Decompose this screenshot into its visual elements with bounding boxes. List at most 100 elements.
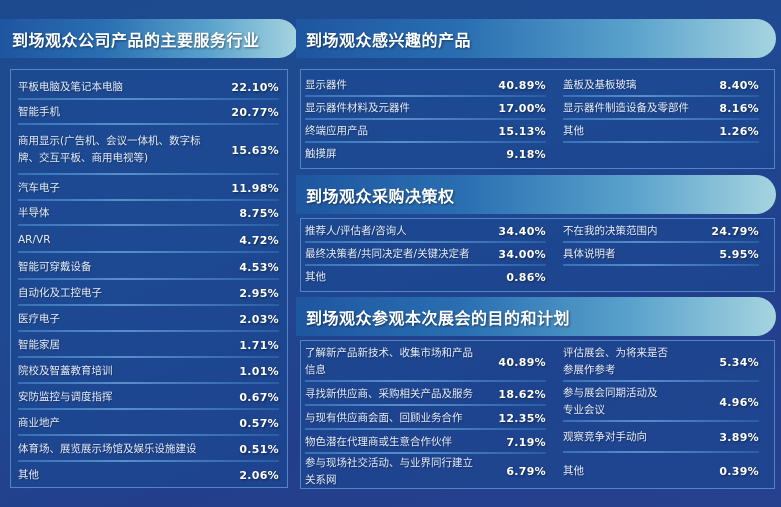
purchase-title-text: 到场观众采购决策权 xyxy=(306,186,455,206)
industry-row: 汽车电子 11.98% xyxy=(18,176,279,201)
industry-row: 院校及智蓋教育培训 1.01% xyxy=(18,358,279,384)
row-value: 2.06% xyxy=(239,468,279,482)
row-label: 触摸屏 xyxy=(305,148,337,160)
purchase-row: 不在我的决策范围内 24.79% xyxy=(563,220,759,243)
purchase-table xyxy=(300,218,775,292)
industry-section-title: 到场观众公司产品的主要服务行业 xyxy=(0,19,298,58)
row-value: 1.01% xyxy=(239,364,279,378)
purpose-row: 与现有供应商会面、回顾业务合作 12.35% xyxy=(305,406,546,430)
industry-row: 自动化及工控电子 2.95% xyxy=(18,280,279,306)
purchase-section-title: 到场观众采购决策权 xyxy=(296,175,776,214)
row-value: 5.95% xyxy=(719,248,759,261)
purpose-row: 其他 0.39% xyxy=(563,453,759,489)
purpose-row: 了解新产品新技术、收集市场和产品信息 40.89% xyxy=(305,342,546,382)
purpose-row: 观察竞争对手动向 3.89% xyxy=(563,422,759,453)
industry-row: 商业地产 0.57% xyxy=(18,410,279,436)
purchase-row: 最终决策者/共同决定者/关键决定者 34.00% xyxy=(305,243,546,266)
products-title-text: 到场观众感兴趣的产品 xyxy=(306,30,472,50)
industry-row: 半导体 8.75% xyxy=(18,201,279,226)
purchase-row: 具体说明者 5.95% xyxy=(563,243,759,266)
row-value: 34.40% xyxy=(498,225,546,238)
row-value: 3.89% xyxy=(719,431,759,444)
purchase-row: 其他 0.86% xyxy=(305,266,546,289)
row-label: 医疗电子 xyxy=(18,312,60,325)
row-label: 参与展会同期活动及专业会议 xyxy=(563,387,658,416)
purpose-section-title: 到场观众参观本次展会的目的和计划 xyxy=(296,297,776,336)
industry-row: 智能手机 20.77% xyxy=(18,100,279,125)
row-label: 汽车电子 xyxy=(18,182,60,194)
row-label: 最终决策者/共同决定者/关键决定者 xyxy=(305,248,470,260)
industry-row: 智能可穿戴设备 4.53% xyxy=(18,254,279,280)
row-value: 0.51% xyxy=(239,442,279,456)
row-label: 显示器件材料及元器件 xyxy=(305,102,410,114)
row-value: 4.96% xyxy=(719,395,759,409)
row-label: 商用显示(广告机、会议一体机、数字标牌、交互平板、商用电视等) xyxy=(18,135,201,164)
row-value: 20.77% xyxy=(231,106,279,119)
row-value: 0.86% xyxy=(506,271,546,284)
industry-title-text: 到场观众公司产品的主要服务行业 xyxy=(12,30,260,50)
row-label: 了解新产品新技术、收集市场和产品信息 xyxy=(305,347,473,376)
row-value: 12.35% xyxy=(498,411,546,425)
row-value: 1.26% xyxy=(719,125,759,138)
row-value: 6.79% xyxy=(506,465,546,478)
row-label: 安防监控与调度指挥 xyxy=(18,390,113,403)
row-value: 5.34% xyxy=(719,355,759,369)
industry-row: 医疗电子 2.03% xyxy=(18,306,279,332)
row-label: 院校及智蓋教育培训 xyxy=(18,364,113,377)
row-label: 智能可穿戴设备 xyxy=(18,260,92,273)
row-label: 商业地产 xyxy=(18,416,60,429)
purpose-row: 物色潜在代理商或生意合作伙伴 7.19% xyxy=(305,430,546,454)
purchase-row: 推荐人/评估者/咨询人 34.40% xyxy=(305,220,546,243)
row-label: 物色潜在代理商或生意合作伙伴 xyxy=(305,435,452,448)
industry-row: AR/VR 4.72% xyxy=(18,227,279,253)
industry-row: 其他 2.06% xyxy=(18,462,279,488)
row-label: 显示器件 xyxy=(305,79,347,91)
row-value: 24.79% xyxy=(711,225,759,238)
row-label: 显示器件制造设备及零部件 xyxy=(563,102,689,114)
products-row: 盖板及基板玻璃 8.40% xyxy=(563,74,759,97)
row-label: 推荐人/评估者/咨询人 xyxy=(305,225,407,237)
row-label: 半导体 xyxy=(18,207,50,219)
industry-row: 商用显示(广告机、会议一体机、数字标牌、交互平板、商用电视等) 15.63% xyxy=(18,125,279,175)
row-label: 不在我的决策范围内 xyxy=(563,225,658,237)
row-label: 体育场、展览展示场馆及娱乐设施建设 xyxy=(18,442,197,455)
products-row: 显示器件 40.89% xyxy=(305,74,546,97)
industry-row: 体育场、展览展示场馆及娱乐设施建设 0.51% xyxy=(18,436,279,462)
row-label: 自动化及工控电子 xyxy=(18,286,102,299)
row-value: 7.19% xyxy=(506,435,546,449)
purpose-row: 参与现场社交活动、与业界同行建立关系网 6.79% xyxy=(305,454,546,489)
row-value: 15.13% xyxy=(498,125,546,138)
products-row: 终端应用产品 15.13% xyxy=(305,120,546,143)
row-label: 盖板及基板玻璃 xyxy=(563,79,637,91)
products-row: 显示器件制造设备及零部件 8.16% xyxy=(563,97,759,120)
products-row: 其他 1.26% xyxy=(563,120,759,143)
row-label: 其他 xyxy=(18,468,39,481)
row-label: 观察竞争对手动向 xyxy=(563,431,647,443)
row-label: 其他 xyxy=(305,271,326,283)
row-value: 2.03% xyxy=(239,312,279,326)
row-label: AR/VR xyxy=(18,233,51,246)
row-value: 0.39% xyxy=(719,464,759,478)
products-row: 显示器件材料及元器件 17.00% xyxy=(305,97,546,120)
row-label: 参与现场社交活动、与业界同行建立关系网 xyxy=(305,456,473,486)
row-value: 18.62% xyxy=(498,387,546,401)
products-row: 触摸屏 9.18% xyxy=(305,143,546,166)
row-value: 17.00% xyxy=(498,102,546,115)
purpose-row: 评估展会、为将来是否参展作参考 5.34% xyxy=(563,342,759,382)
purpose-row: 寻找新供应商、采购相关产品及服务 18.62% xyxy=(305,382,546,406)
row-label: 与现有供应商会面、回顾业务合作 xyxy=(305,411,463,424)
row-label: 评估展会、为将来是否参展作参考 xyxy=(563,347,668,376)
row-value: 40.89% xyxy=(498,79,546,92)
purpose-row: 参与展会同期活动及专业会议 4.96% xyxy=(563,382,759,422)
products-section-title: 到场观众感兴趣的产品 xyxy=(296,19,776,58)
row-value: 8.75% xyxy=(239,207,279,220)
row-label: 其他 xyxy=(563,464,584,477)
row-value: 8.40% xyxy=(719,79,759,92)
row-label: 寻找新供应商、采购相关产品及服务 xyxy=(305,387,473,400)
industry-row: 平板电脑及笔记本电脑 22.10% xyxy=(18,75,279,100)
row-label: 平板电脑及笔记本电脑 xyxy=(18,81,123,93)
purpose-table xyxy=(300,340,775,489)
row-label: 具体说明者 xyxy=(563,248,616,260)
row-value: 40.89% xyxy=(498,355,546,369)
row-value: 4.72% xyxy=(239,233,279,247)
